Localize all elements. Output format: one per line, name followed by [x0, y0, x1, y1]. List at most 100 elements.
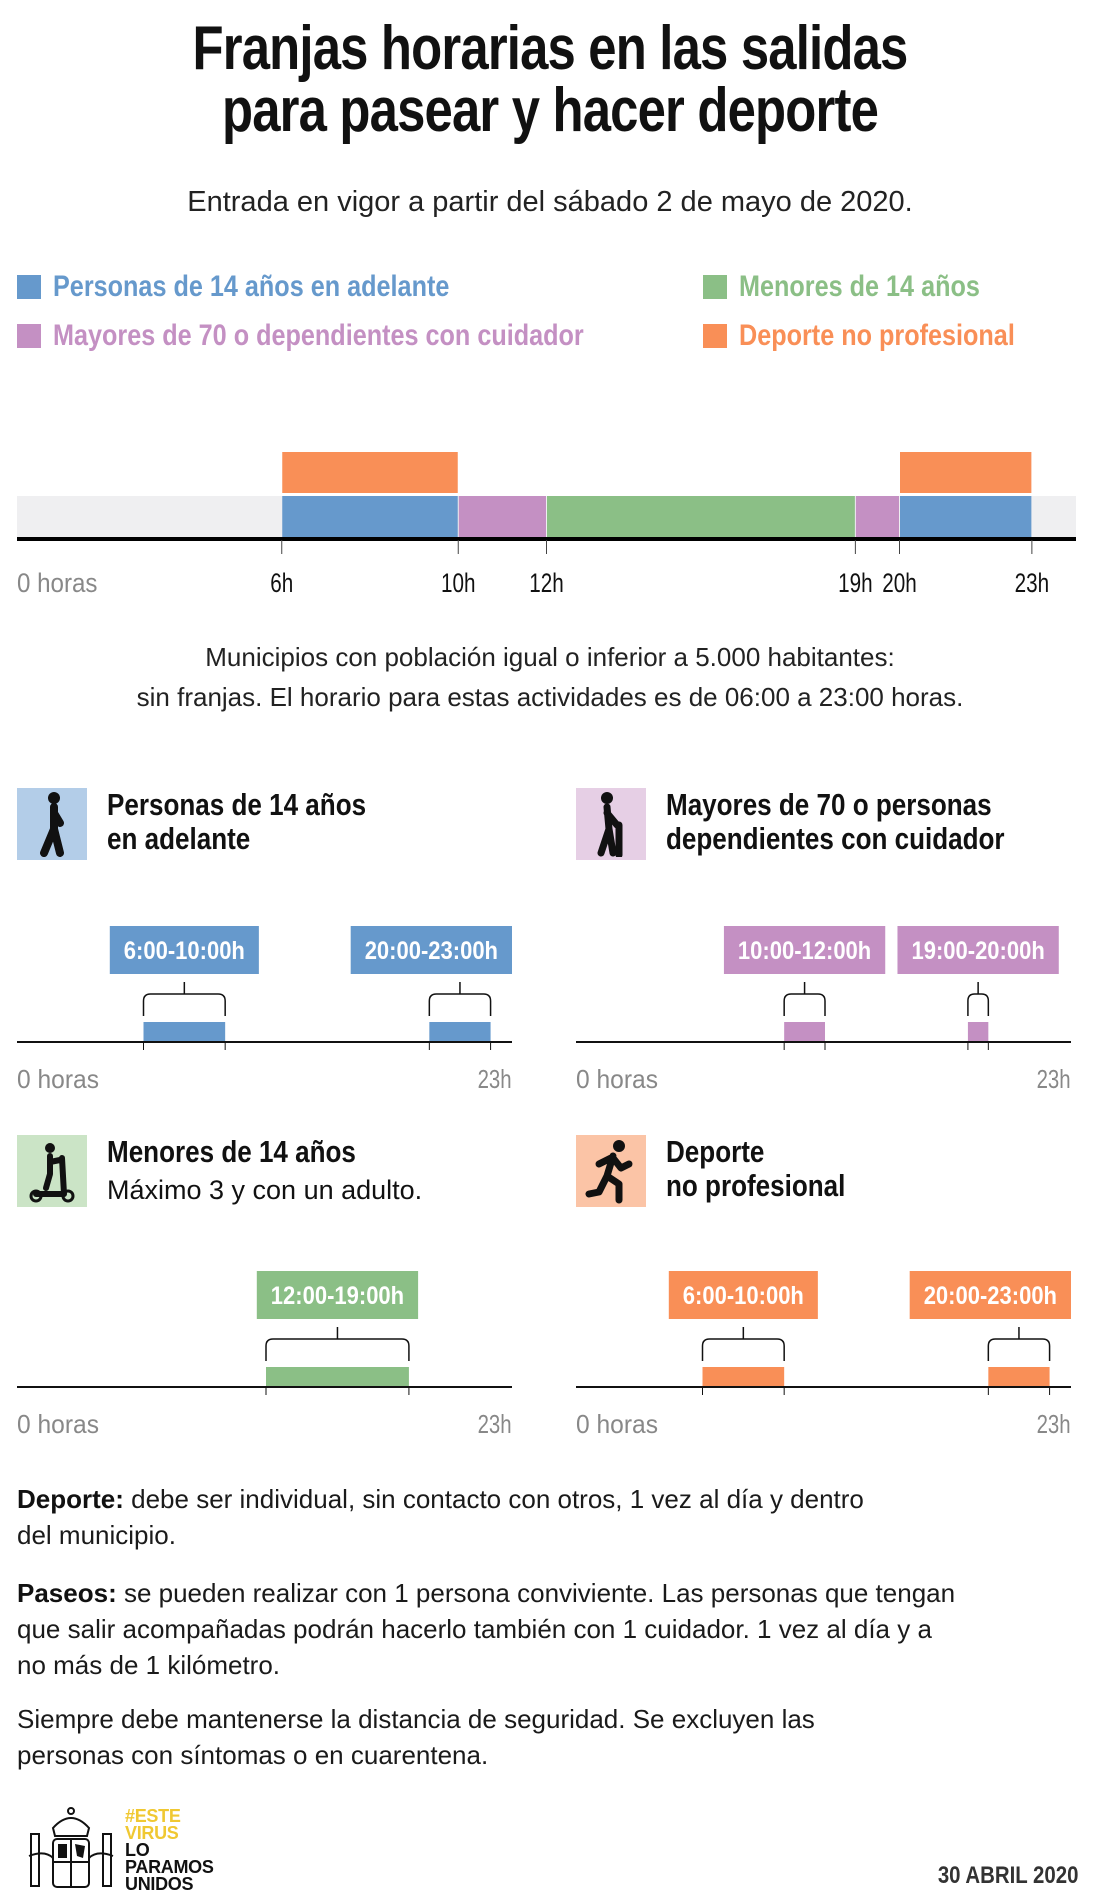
note-line: sin franjas. El horario para estas activ…	[136, 682, 964, 712]
panel-title: Mayores de 70 o personas dependientes co…	[666, 788, 1069, 856]
timeline-segment	[900, 452, 1032, 493]
running-person-icon	[576, 1135, 646, 1207]
panel-title: Personas de 14 años en adelante	[107, 788, 415, 856]
timeline-segment	[282, 496, 458, 538]
pill-background	[909, 1271, 1071, 1319]
tick-label: 6h	[270, 568, 293, 598]
text-line: que salir acompañadas podrán hacerlo tam…	[17, 1614, 932, 1644]
axis-start-label: 0 horas	[17, 1409, 99, 1439]
timeline-children: 12:00-19:00h 0 horas 23h	[17, 1271, 512, 1439]
paseos-paragraph: Paseos: se pueden realizar con 1 persona…	[17, 1575, 1087, 1683]
slogan-line: UNIDOS	[125, 1874, 194, 1894]
timeline-segment	[547, 496, 855, 538]
tick-label: 20h	[882, 568, 917, 598]
timeline-background-band	[17, 496, 1076, 538]
publication-date: 30 ABRIL 2020	[913, 1862, 1078, 1890]
title-line: para pasear y hacer deporte	[221, 76, 879, 145]
timeline-segment	[967, 1022, 989, 1042]
pill-label: 6:00-10:00h	[124, 937, 245, 965]
text-line: se pueden realizar con 1 persona convivi…	[116, 1578, 956, 1608]
time-range-pill: 10:00-12:00h	[723, 926, 886, 974]
legend-label: Personas de 14 años en adelante	[53, 270, 450, 303]
timeline-segment	[784, 1022, 825, 1042]
time-range-pill: 19:00-20:00h	[897, 926, 1059, 974]
deporte-paragraph: Deporte: debe ser individual, sin contac…	[17, 1481, 1087, 1553]
page-title: Franjas horarias en las salidas para pas…	[0, 18, 1100, 142]
panel-title-line: dependientes con cuidador	[666, 821, 1005, 856]
timeline-segment	[266, 1367, 409, 1387]
pill-background	[668, 1271, 818, 1319]
axis-start-label: 0 horas	[576, 1064, 658, 1094]
time-range-pill: 20:00-23:00h	[909, 1271, 1071, 1319]
tick-label: 0 horas	[17, 568, 98, 598]
axis-end-label: 23h	[1037, 1064, 1071, 1094]
tick-label: 19h	[838, 568, 873, 598]
panel-title: Menores de 14 años Máximo 3 y con un adu…	[107, 1135, 422, 1207]
pill-background	[897, 926, 1059, 974]
pill-label: 12:00-19:00h	[271, 1282, 404, 1310]
timeline-sport: 6:00-10:00h 20:00-23:00h 0 horas 23h	[576, 1271, 1071, 1439]
date-text: 30 ABRIL 2020	[937, 1862, 1078, 1889]
panel-header-elderly: Mayores de 70 o personas dependientes co…	[576, 788, 1069, 860]
panel-title: Deporte no profesional	[666, 1135, 880, 1203]
axis-start-label: 0 horas	[17, 1064, 99, 1094]
pill-label: 20:00-23:00h	[365, 937, 498, 965]
walking-person-icon	[17, 788, 87, 860]
subtitle: Entrada en vigor a partir del sábado 2 d…	[187, 186, 913, 218]
text-line: Siempre debe mantenerse la distancia de …	[17, 1704, 815, 1734]
timeline-segment	[702, 1367, 785, 1387]
panel-header-children: Menores de 14 años Máximo 3 y con un adu…	[17, 1135, 422, 1207]
legend-swatch	[17, 324, 41, 348]
time-range-pill: 6:00-10:00h	[109, 926, 259, 974]
legend-label: Deporte no profesional	[739, 319, 1015, 352]
timeline-segment	[143, 1022, 226, 1042]
slogan: #ESTE VIRUS LO PARAMOS UNIDOS	[125, 1807, 214, 1894]
paseos-label: Paseos:	[17, 1578, 117, 1608]
tick-label: 10h	[441, 568, 476, 598]
bracket	[265, 1327, 410, 1361]
pill-label: 6:00-10:00h	[683, 1282, 804, 1310]
main-timeline-chart: 0 horas 6h 10h 12h 19h 20h 23h	[17, 452, 1076, 598]
text-line: no más de 1 kilómetro.	[17, 1650, 281, 1680]
pill-background	[256, 1271, 419, 1319]
text-line: del municipio.	[17, 1520, 176, 1550]
legend-item-sport: Deporte no profesional	[703, 318, 1067, 354]
child-scooter-icon	[17, 1135, 87, 1207]
time-range-pill: 20:00-23:00h	[350, 926, 512, 974]
pill-background	[723, 926, 886, 974]
small-municipalities-note: Municipios con población igual o inferio…	[0, 637, 1100, 717]
pill-background	[350, 926, 512, 974]
pill-label: 19:00-20:00h	[911, 937, 1044, 965]
timeline-segment	[458, 496, 546, 538]
legend-item-children: Menores de 14 años	[703, 269, 1026, 305]
panel-subtitle: Máximo 3 y con un adulto.	[107, 1175, 423, 1205]
legend-label: Mayores de 70 o dependientes con cuidado…	[53, 319, 584, 352]
timeline-segment	[282, 452, 458, 493]
bracket	[987, 1327, 1051, 1361]
text-line: debe ser individual, sin contacto con ot…	[123, 1484, 864, 1514]
timeline-segment	[429, 1022, 491, 1042]
panel-title-line: Mayores de 70 o personas	[666, 787, 992, 822]
deporte-label: Deporte:	[17, 1484, 124, 1514]
legend-item-adults: Personas de 14 años en adelante	[17, 269, 525, 305]
pill-background	[109, 926, 259, 974]
panel-header-adults: Personas de 14 años en adelante	[17, 788, 415, 860]
bracket	[967, 982, 990, 1016]
elderly-person-cane-icon	[576, 788, 646, 860]
axis-end-label: 23h	[1037, 1409, 1071, 1439]
legend-swatch	[703, 324, 727, 348]
note-line: Municipios con población igual o inferio…	[205, 642, 895, 672]
time-range-pill: 6:00-10:00h	[668, 1271, 818, 1319]
bracket	[701, 1327, 785, 1361]
panel-header-sport: Deporte no profesional	[576, 1135, 880, 1207]
panel-title-line: no profesional	[666, 1168, 846, 1203]
coat-of-arms-logo	[28, 1807, 114, 1888]
timeline-adults: 6:00-10:00h 20:00-23:00h 0 horas 23h	[17, 926, 512, 1094]
legend-swatch	[17, 275, 41, 299]
slogan-line: LO	[125, 1840, 150, 1860]
timeline-axis	[17, 537, 1076, 541]
pill-label: 10:00-12:00h	[738, 937, 871, 965]
timeline-elderly: 10:00-12:00h 19:00-20:00h 0 horas 23h	[576, 926, 1071, 1094]
title-line: Franjas horarias en las salidas	[192, 14, 909, 83]
slogan-line: VIRUS	[125, 1823, 179, 1843]
